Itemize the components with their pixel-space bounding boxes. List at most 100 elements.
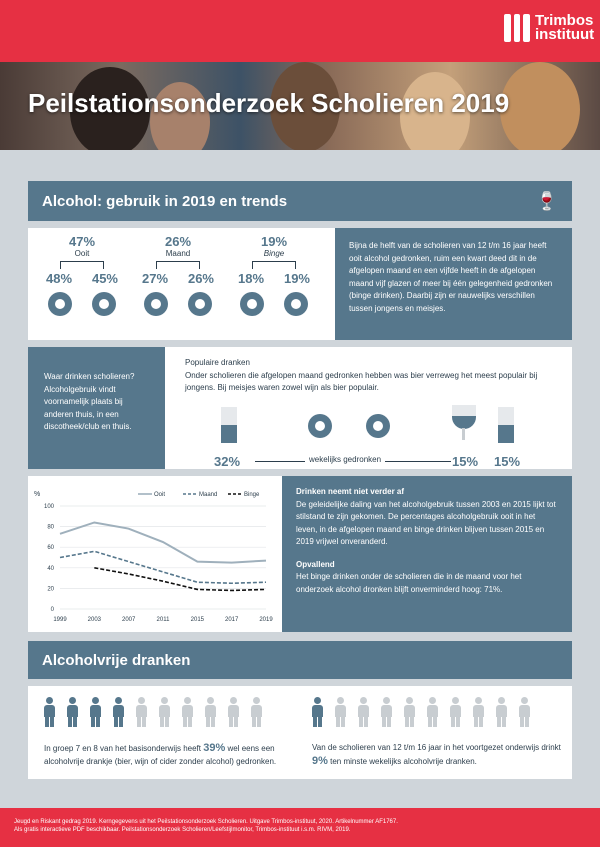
where-title: Waar drinken scholieren?	[44, 372, 135, 381]
top-banner	[0, 0, 600, 62]
boy-face-icon	[240, 292, 264, 316]
footer-line1: Jeugd en Riskant gedrag 2019. Kerngegeve…	[14, 819, 398, 825]
left-percentage: 39%	[203, 742, 226, 754]
boy-face-icon	[144, 292, 168, 316]
legend-label-maand: Maand	[199, 492, 217, 498]
girls-percentage: 26%	[187, 271, 214, 286]
usage-split: 18% 19%	[234, 269, 314, 288]
series-line-binge	[94, 567, 267, 592]
hero-photo	[0, 62, 600, 150]
person-icon	[427, 697, 438, 727]
trend-panel: Drinken neemt niet verder af De geleidel…	[282, 476, 572, 632]
legend-label-binge: Binge	[244, 492, 260, 498]
person-icon	[113, 697, 124, 727]
legend-label-ooit: Ooit	[154, 492, 165, 498]
person-icon	[381, 697, 392, 727]
usage-text: Bijna de helft van de scholieren van 12 …	[349, 241, 553, 313]
section-header-alcohol: Alcohol: gebruik in 2019 en trends 🍷	[28, 181, 572, 221]
x-tick-label: 1999	[53, 617, 67, 623]
x-tick-label: 2011	[157, 617, 171, 623]
beer-glass-icon	[221, 407, 237, 443]
face-row	[138, 288, 218, 320]
right-post: ten minste wekelijks alcoholvrije dranke…	[327, 756, 477, 766]
trend-title: Drinken neemt niet verder af	[296, 487, 405, 496]
alcoholfree-left-text: In groep 7 en 8 van het basisonderwijs h…	[44, 742, 304, 768]
weekly-label: wekelijks gedronken	[305, 455, 386, 464]
people-row-right	[312, 697, 530, 727]
notable-text: Het binge drinken onder de scholieren di…	[296, 572, 522, 594]
face-row	[42, 288, 122, 320]
bracket	[156, 261, 200, 269]
usage-total: 26%	[164, 234, 192, 249]
person-icon	[519, 697, 530, 727]
usage-group-ooit: 47% Ooit 48% 45%	[42, 234, 122, 320]
usage-total: 19%	[260, 234, 288, 249]
usage-group-maand: 26% Maand 27% 26%	[138, 234, 218, 320]
left-post: wel eens een alcoholvrije drankje (bier,…	[44, 744, 277, 766]
boy-face-icon	[308, 414, 332, 438]
person-icon	[228, 697, 239, 727]
wine-glass-icon	[452, 405, 476, 429]
y-tick-label: 100	[44, 504, 55, 510]
person-icon	[358, 697, 369, 727]
girls-percentage: 45%	[91, 271, 118, 286]
x-tick-label: 2017	[225, 617, 239, 623]
where-panel: Waar drinken scholieren? Alcoholgebruik …	[28, 347, 165, 469]
girl-face-icon	[366, 414, 390, 438]
person-icon	[496, 697, 507, 727]
person-icon	[205, 697, 216, 727]
x-tick-label: 2003	[88, 617, 102, 623]
beer-glass-girls-icon	[498, 407, 514, 443]
section-title: Alcohol: gebruik in 2019 en trends	[42, 192, 288, 210]
x-tick-label: 2007	[122, 617, 136, 623]
bracket	[60, 261, 104, 269]
boys-percentage: 48%	[46, 271, 73, 286]
popular-title: Populaire dranken	[185, 358, 250, 367]
alcoholfree-right-text: Van de scholieren van 12 t/m 16 jaar in …	[312, 742, 562, 768]
girl-face-icon	[284, 292, 308, 316]
x-tick-label: 2015	[191, 617, 205, 623]
right-percentage: 9%	[312, 754, 328, 767]
y-axis-label: %	[34, 491, 40, 498]
usage-split: 48% 45%	[42, 269, 122, 288]
people-row-left	[44, 697, 262, 727]
person-icon	[90, 697, 101, 727]
usage-text-panel: Bijna de helft van de scholieren van 12 …	[335, 228, 572, 340]
footer-line2: Als gratis interactieve PDF beschikbaar.…	[14, 827, 351, 833]
trimbos-logo-icon	[504, 14, 531, 42]
person-icon	[182, 697, 193, 727]
y-tick-label: 60	[47, 545, 54, 551]
series-line-ooit	[59, 521, 267, 564]
beer-percentage: 32%	[214, 454, 241, 469]
bottle-glass-icon: 🍷	[535, 190, 558, 211]
girl-face-icon	[92, 292, 116, 316]
person-icon	[251, 697, 262, 727]
person-icon	[473, 697, 484, 727]
person-icon	[159, 697, 170, 727]
usage-label: Binge	[263, 249, 285, 258]
y-tick-label: 80	[47, 525, 54, 531]
section2-title: Alcoholvrije dranken	[42, 651, 191, 669]
girl-face-icon	[188, 292, 212, 316]
left-pre: In groep 7 en 8 van het basisonderwijs h…	[44, 744, 204, 753]
popular-text: Onder scholieren die afgelopen maand ged…	[185, 370, 538, 393]
face-row	[234, 288, 314, 320]
person-icon	[335, 697, 346, 727]
girls-percentage: 19%	[283, 271, 310, 286]
y-tick-label: 20	[47, 586, 54, 592]
section-header-alcoholfree: Alcoholvrije dranken	[28, 641, 572, 679]
usage-total: 47%	[68, 234, 96, 249]
person-icon	[404, 697, 415, 727]
usage-label: Ooit	[74, 249, 90, 258]
footer: Jeugd en Riskant gedrag 2019. Kerngegeve…	[0, 808, 600, 847]
usage-label: Maand	[165, 249, 191, 258]
chart-panel	[28, 476, 282, 632]
boy-face-icon	[48, 292, 72, 316]
trend-text: De geleidelijke daling van het alcoholge…	[296, 499, 556, 547]
person-icon	[67, 697, 78, 727]
usage-split: 27% 26%	[138, 269, 218, 288]
where-text: Alcoholgebruik vindt voornamelijk plaats…	[44, 384, 132, 432]
person-icon	[450, 697, 461, 727]
logo-line1: Trimbos	[535, 12, 594, 29]
boys-percentage: 27%	[142, 271, 169, 286]
